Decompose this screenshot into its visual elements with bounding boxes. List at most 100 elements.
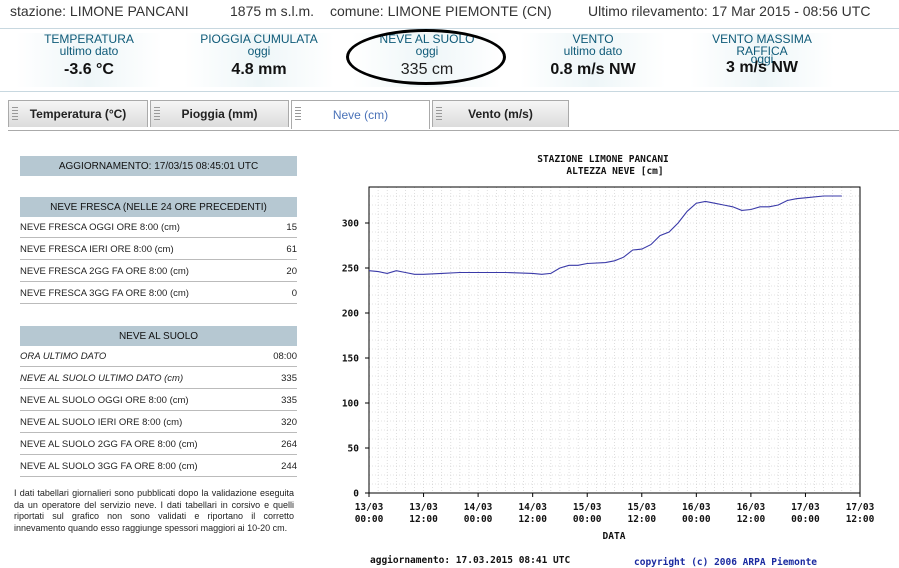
chart-copyright: copyright (c) 2006 ARPA Piemonte — [634, 557, 817, 568]
row-value: 61 — [286, 243, 297, 255]
chart-subtitle: ALTEZZA NEVE [cm] — [566, 166, 663, 177]
chart-title: STAZIONE LIMONE PANCANI — [537, 154, 669, 165]
row-value: 0 — [291, 287, 297, 299]
x-axis-label: DATA — [603, 531, 626, 542]
grip-icon — [436, 107, 442, 121]
y-tick-label: 0 — [353, 489, 359, 500]
y-tick-label: 150 — [342, 354, 359, 365]
tab-label: Temperatura (°C) — [29, 107, 127, 121]
plot-frame — [368, 186, 861, 494]
tab-temperature[interactable]: Temperatura (°C) — [8, 100, 148, 127]
grip-icon — [12, 107, 18, 121]
table-row: NEVE FRESCA 2GG FA ORE 8:00 (cm) 20 — [20, 261, 297, 282]
validation-note: I dati tabellari giornalieri sono pubbli… — [14, 488, 294, 533]
grip-icon — [154, 107, 160, 121]
row-value: 244 — [281, 460, 297, 472]
table-row: NEVE FRESCA OGGI ORE 8:00 (cm) 15 — [20, 217, 297, 238]
tab-wind[interactable]: Vento (m/s) — [432, 100, 569, 127]
x-tick-label-date: 16/03 — [682, 502, 711, 513]
row-value: 20 — [286, 265, 297, 277]
metric-value: -3.6 °C — [64, 61, 114, 78]
highlight-ellipse — [346, 29, 506, 85]
row-value: 335 — [281, 372, 297, 384]
station-name: stazione: LIMONE PANCANI — [10, 3, 189, 19]
row-label: NEVE FRESCA OGGI ORE 8:00 (cm) — [20, 221, 180, 233]
x-tick-label-time: 12:00 — [627, 514, 656, 525]
chart-grid — [368, 186, 861, 494]
y-tick-label: 200 — [342, 309, 359, 320]
station-comune: comune: LIMONE PIEMONTE (CN) — [330, 3, 552, 19]
row-label: NEVE AL SUOLO IERI ORE 8:00 (cm) — [20, 416, 183, 428]
tab-snow[interactable]: Neve (cm) — [291, 100, 430, 129]
y-tick-label: 250 — [342, 264, 359, 275]
row-value: 320 — [281, 416, 297, 428]
row-label: NEVE AL SUOLO 3GG FA ORE 8:00 (cm) — [20, 460, 198, 472]
table-row: NEVE AL SUOLO 2GG FA ORE 8:00 (cm) 264 — [20, 434, 297, 455]
snow-ground-header: NEVE AL SUOLO — [20, 326, 297, 346]
row-label: NEVE FRESCA 2GG FA ORE 8:00 (cm) — [20, 265, 189, 277]
metric-temperature: TEMPERATURA ultimo dato -3.6 °C — [16, 33, 162, 87]
x-tick-label-time: 12:00 — [518, 514, 547, 525]
table-row: ORA ULTIMO DATO 08:00 — [20, 346, 297, 367]
grip-icon — [295, 107, 301, 121]
x-tick-label-time: 00:00 — [464, 514, 493, 525]
metric-sub: oggi — [247, 44, 271, 58]
row-value: 08:00 — [273, 350, 297, 362]
row-label: NEVE AL SUOLO ULTIMO DATO (cm) — [20, 372, 184, 384]
metric-sub: oggi — [750, 52, 774, 66]
metric-title: VENTO — [572, 32, 614, 46]
x-tick-label-time: 12:00 — [846, 514, 875, 525]
tab-label: Pioggia (mm) — [181, 107, 258, 121]
metric-sub: ultimo dato — [59, 44, 119, 58]
y-tick-label: 50 — [348, 444, 360, 455]
x-tick-label-date: 15/03 — [627, 502, 656, 513]
x-tick-label-time: 00:00 — [573, 514, 602, 525]
x-tick-label-date: 17/03 — [791, 502, 820, 513]
table-row: NEVE AL SUOLO OGGI ORE 8:00 (cm) 335 — [20, 390, 297, 411]
y-tick-label: 300 — [342, 219, 359, 230]
tab-label: Neve (cm) — [332, 108, 389, 122]
metric-title: PIOGGIA CUMULATA — [200, 32, 318, 46]
tab-bar: Temperatura (°C) Pioggia (mm) Neve (cm) … — [8, 100, 899, 131]
metric-wind-gust: VENTO MASSIMA RAFFICA oggi 3 m/s NW — [690, 33, 834, 87]
metric-title: VENTO MASSIMA RAFFICA — [712, 32, 812, 58]
table-row: NEVE AL SUOLO ULTIMO DATO (cm) 335 — [20, 368, 297, 389]
y-tick-label: 100 — [342, 399, 359, 410]
tab-label: Vento (m/s) — [468, 107, 533, 121]
metric-value: 0.8 m/s NW — [550, 61, 636, 78]
row-value: 335 — [281, 394, 297, 406]
last-reading: Ultimo rilevamento: 17 Mar 2015 - 08:56 … — [588, 3, 871, 19]
row-label: NEVE FRESCA IERI ORE 8:00 (cm) — [20, 243, 174, 255]
x-tick-label-time: 00:00 — [791, 514, 820, 525]
tab-rain[interactable]: Pioggia (mm) — [150, 100, 289, 127]
row-label: NEVE FRESCA 3GG FA ORE 8:00 (cm) — [20, 287, 189, 299]
metric-title: TEMPERATURA — [44, 32, 134, 46]
x-tick-label-date: 13/03 — [355, 502, 384, 513]
metric-rain: PIOGGIA CUMULATA oggi 4.8 mm — [184, 33, 334, 87]
x-tick-label-date: 13/03 — [409, 502, 438, 513]
metric-sub: ultimo dato — [563, 44, 623, 58]
chart-axes: 05010015020025030013/0300:0013/0312:0014… — [342, 186, 875, 525]
x-tick-label-date: 14/03 — [518, 502, 547, 513]
station-altitude: 1875 m s.l.m. — [230, 3, 315, 19]
metric-value: 4.8 mm — [231, 61, 287, 78]
row-value: 15 — [286, 221, 297, 233]
x-tick-label-time: 12:00 — [409, 514, 438, 525]
row-label: NEVE AL SUOLO 2GG FA ORE 8:00 (cm) — [20, 438, 198, 450]
row-value: 264 — [281, 438, 297, 450]
fresh-snow-header: NEVE FRESCA (NELLE 24 ORE PRECEDENTI) — [20, 197, 297, 217]
table-row: NEVE FRESCA IERI ORE 8:00 (cm) 61 — [20, 239, 297, 260]
x-tick-label-time: 12:00 — [737, 514, 766, 525]
series-line-snow-height — [368, 195, 842, 275]
row-label: NEVE AL SUOLO OGGI ORE 8:00 (cm) — [20, 394, 189, 406]
metric-wind: VENTO ultimo dato 0.8 m/s NW — [520, 33, 666, 87]
x-tick-label-date: 14/03 — [464, 502, 493, 513]
station-header: stazione: LIMONE PANCANI 1875 m s.l.m. c… — [0, 0, 899, 24]
chart-update-footer: aggiornamento: 17.03.2015 08:41 UTC — [370, 555, 570, 566]
table-row: NEVE AL SUOLO IERI ORE 8:00 (cm) 320 — [20, 412, 297, 433]
x-tick-label-date: 16/03 — [737, 502, 766, 513]
x-tick-label-date: 17/03 — [846, 502, 875, 513]
table-row: NEVE FRESCA 3GG FA ORE 8:00 (cm) 0 — [20, 283, 297, 304]
table-row: NEVE AL SUOLO 3GG FA ORE 8:00 (cm) 244 — [20, 456, 297, 477]
